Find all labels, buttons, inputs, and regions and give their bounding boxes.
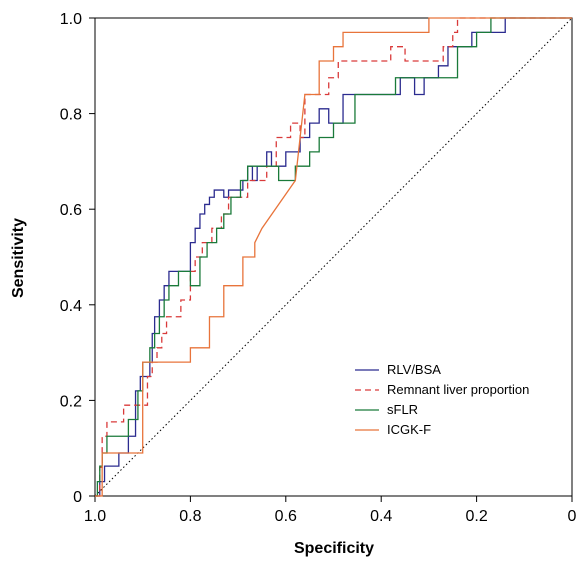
legend-label-3: ICGK-F — [387, 422, 431, 437]
y-tick-label: 1.0 — [60, 11, 82, 28]
plot-area — [94, 17, 573, 497]
legend-label-0: RLV/BSA — [387, 362, 441, 377]
x-tick-label: 0.6 — [275, 508, 297, 525]
y-tick-label: 0.4 — [60, 298, 82, 315]
y-tick-label: 0.6 — [60, 202, 82, 219]
reference-diagonal — [94, 17, 573, 497]
y-tick-label: 0.2 — [60, 393, 82, 410]
series-line-2 — [95, 17, 572, 497]
x-tick-label: 0.4 — [370, 508, 392, 525]
series-layer — [94, 17, 573, 497]
x-tick-label: 1.0 — [84, 508, 106, 525]
x-axis-title: Specificity — [294, 540, 374, 557]
legend-label-1: Remnant liver proportion — [387, 382, 529, 397]
x-tick-label: 0 — [568, 508, 577, 525]
legend-label-2: sFLR — [387, 402, 418, 417]
plot-frame — [94, 17, 573, 497]
y-tick-label: 0.8 — [60, 107, 82, 124]
x-tick-label: 0.2 — [465, 508, 487, 525]
x-tick-label: 0.8 — [179, 508, 201, 525]
y-tick-label: 0 — [73, 489, 82, 506]
y-axis-title: Sensitivity — [10, 218, 27, 298]
axes: 1.0 0.8 0.6 0.4 0.2 0 0 0.2 0.4 0.6 0.8 1.0 — [60, 11, 577, 525]
series-line-3 — [95, 17, 572, 497]
legend: RLV/BSA Remnant liver proportion sFLR ICGK-… — [355, 362, 529, 437]
